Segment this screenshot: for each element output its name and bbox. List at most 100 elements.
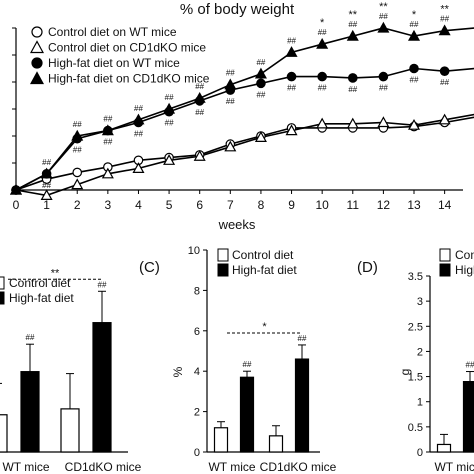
annotation-label: *	[320, 17, 325, 29]
data-point	[346, 117, 359, 129]
legend-swatch-control	[0, 276, 5, 290]
annotation-label: ##	[134, 104, 143, 113]
legend: Control diet High-fat diet	[217, 248, 297, 277]
chart-title: % of body weight	[180, 1, 295, 18]
legend-swatch-hfd	[0, 291, 5, 305]
x-tick-label: 12	[377, 198, 391, 212]
bar	[213, 427, 229, 453]
data-point	[438, 113, 451, 125]
x-tick-label: 11	[347, 198, 360, 212]
annotation-label: ##	[348, 85, 357, 94]
bar	[462, 381, 474, 453]
data-point	[439, 66, 450, 76]
data-point	[377, 21, 390, 33]
bar	[436, 443, 452, 453]
legend-label-control: Contr	[455, 248, 474, 262]
data-point	[316, 37, 329, 49]
legend-label: Control diet on WT mice	[48, 25, 177, 39]
annotation-label: ##	[165, 93, 174, 102]
data-point	[409, 63, 419, 74]
y-tick-label: 6	[194, 326, 200, 338]
bar-annotation: ##	[98, 280, 107, 289]
annotation-label: *	[412, 9, 417, 21]
series-line	[15, 27, 474, 191]
data-point	[286, 71, 297, 82]
bar-chart-d: (D) g 0 0.5 1 1.5 2 2.5 3 3.5 ## Contr High WT …	[357, 248, 474, 474]
annotation-label: ##	[256, 58, 265, 67]
annotation-label: **	[440, 4, 449, 16]
data-point	[40, 189, 53, 200]
x-tick-label: 6	[196, 198, 203, 212]
data-point	[193, 150, 206, 161]
data-point	[377, 116, 390, 128]
y-tick-label: 2	[194, 407, 200, 419]
legend-label: Control diet on CD1dKO mice	[48, 41, 206, 55]
data-point	[254, 131, 267, 142]
x-category-wt: WT mice	[2, 460, 49, 474]
bar	[0, 414, 8, 453]
data-point	[347, 73, 358, 83]
y-tick-label: 1.5	[408, 372, 423, 384]
bar	[268, 435, 284, 453]
bars: ##	[436, 361, 474, 453]
legend-label-hfd: High	[455, 263, 474, 277]
y-tick-label: 0	[417, 447, 423, 459]
data-point	[285, 46, 298, 57]
data-point	[224, 78, 237, 90]
data-point	[132, 162, 145, 173]
data-point	[407, 29, 421, 41]
annotation-label: ##	[134, 130, 143, 139]
x-tick-label: 2	[74, 198, 81, 212]
x-tick-label: 14	[438, 198, 452, 212]
annotation-label: ##	[256, 90, 265, 99]
data-point	[346, 29, 359, 41]
bars: ## ## *	[213, 321, 310, 453]
annotation-label: ##	[165, 119, 174, 128]
series-lines	[15, 27, 474, 197]
bar	[92, 322, 112, 453]
significance-annotations: ####################* ##** ##**##* ##**####…	[42, 1, 449, 190]
y-axis-label: g	[398, 369, 412, 376]
panel-label-d: (D)	[357, 259, 378, 276]
significance-label: *	[262, 321, 267, 333]
legend: Control diet on WT mice Control diet on C…	[29, 25, 210, 86]
x-tick-label: 5	[166, 198, 173, 212]
axes: 0 0.5 1 1.5 2 2.5 3 3.5	[408, 271, 474, 459]
data-point	[378, 71, 389, 82]
x-category-ko: CD1dKO mice	[260, 460, 337, 474]
bar-annotation: ##	[298, 334, 307, 343]
annotation-label: ##	[42, 181, 51, 190]
x-tick-label: 10	[315, 198, 329, 212]
annotation-label: **	[379, 1, 388, 13]
y-tick-label: 3	[417, 296, 423, 308]
data-point	[9, 183, 23, 195]
data-point	[193, 91, 206, 103]
data-point	[438, 24, 451, 36]
bar-chart-c: (C) % 0 2 4 6 8 10 ## ## * Control diet High-fa…	[139, 245, 337, 474]
x-tick-label: 7	[227, 198, 234, 212]
y-tick-label: 2	[417, 346, 423, 358]
annotation-label: ##	[103, 115, 112, 124]
legend: Contr High	[439, 248, 474, 277]
legend: Control diet High-fat diet	[0, 276, 74, 305]
data-point	[407, 118, 421, 130]
annotation-label: ##	[410, 20, 419, 29]
annotation-label: ##	[318, 28, 327, 37]
legend-label: High-fat diet on CD1dKO mice	[48, 72, 210, 86]
y-tick-label: 2.5	[408, 321, 423, 333]
x-tick-label: 3	[105, 198, 112, 212]
data-point	[71, 129, 84, 141]
annotation-label: ##	[73, 146, 82, 155]
data-point	[254, 67, 267, 79]
y-tick-label: 3.5	[408, 271, 423, 283]
x-category-wt: WT mice	[208, 460, 255, 474]
bar-annotation: ##	[466, 361, 474, 370]
data-point	[72, 167, 83, 178]
x-tick-label: 4	[135, 198, 142, 212]
y-tick-label: 1	[417, 397, 423, 409]
y-tick-label: 4	[194, 366, 200, 378]
significance-label: **	[51, 267, 60, 279]
y-tick-label: 8	[194, 285, 200, 297]
x-tick-label: 0	[13, 198, 20, 212]
y-tick-label: 0.5	[408, 422, 423, 434]
